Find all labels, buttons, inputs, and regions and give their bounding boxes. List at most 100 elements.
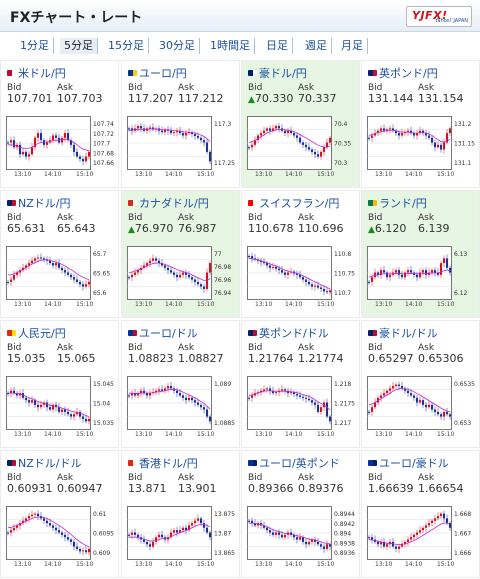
tab-6[interactable]: 日足 [262, 38, 293, 54]
tab-3[interactable]: 15分足 [104, 38, 149, 54]
x-time-label: 13:10 [375, 431, 392, 438]
chart-svg: 0.6535 0.653 13:10 14:10 15:10 [367, 376, 475, 438]
tab-4[interactable]: 30分足 [155, 38, 200, 54]
mini-chart[interactable]: 107.74 107.72 107.7 107.68 107.66 13:10 14:10 1… [6, 116, 118, 179]
pair-link[interactable]: 人民元/円 [7, 325, 66, 341]
mini-chart[interactable]: 13.875 13.87 13.865 13:10 14:10 15:10 [127, 506, 239, 569]
rate-card[interactable]: ユーロ/英ポンド Bid Ask 0.89366 0.89376 0.8944 0.8942… [241, 450, 360, 578]
tab-2[interactable]: 5分足 [60, 38, 98, 54]
mini-chart[interactable]: 77 76.98 76.96 76.94 13:10 14:10 15:10 [127, 246, 239, 309]
candle-body [394, 546, 398, 549]
mini-chart[interactable]: 1.089 1.0885 13:10 14:10 15:10 [127, 376, 239, 439]
pair-link[interactable]: ユーロ/英ポンド [248, 455, 340, 471]
candle-body [394, 384, 398, 387]
tab-1[interactable]: 1分足 [16, 38, 54, 54]
pair-link[interactable]: ユーロ/円 [128, 65, 187, 81]
mini-chart[interactable]: 6.13 6.12 13:10 14:10 15:10 [367, 246, 479, 309]
x-time-label: 13:10 [135, 301, 152, 308]
pair-link[interactable]: NZドル/ドル [7, 455, 81, 471]
pair-link[interactable]: NZドル/円 [7, 195, 70, 211]
pair-link[interactable]: ユーロ/豪ドル [368, 455, 449, 471]
candle-body [148, 393, 152, 396]
y-tick-label: 1.217 [334, 420, 351, 427]
mini-chart[interactable]: 110.8 110.75 110.7 13:10 14:10 15:10 [247, 246, 359, 309]
rate-card[interactable]: 米ドル/円 Bid Ask 107.701 107.703 107.74 107.72 107… [0, 60, 119, 188]
pair-link[interactable]: ランド/円 [368, 195, 427, 211]
candle-body [205, 409, 209, 417]
rate-card[interactable]: ランド/円 Bid Ask ▲6.120 6.139 6.13 6.12 13:10 14:10… [361, 190, 480, 318]
candle-body [397, 133, 401, 136]
mini-chart[interactable]: 0.61 0.6095 0.609 13:10 14:10 15:10 [6, 506, 118, 569]
y-tick-label: 1.0885 [214, 420, 235, 427]
candle-body [376, 130, 380, 134]
candle-body [379, 128, 383, 131]
candle-body [69, 140, 73, 145]
candle-body [439, 144, 443, 150]
yjfx-logo[interactable]: YJFX! Yahoo! JAPAN [406, 6, 472, 27]
rate-card[interactable]: 英ポンド/ドル Bid Ask 1.21764 1.21774 1.218 1.2175 1.… [241, 320, 360, 448]
candle-body [133, 532, 137, 535]
mini-chart[interactable]: 131.2 131.15 131.1 13:10 14:10 15:10 [367, 116, 479, 179]
mini-chart[interactable]: 0.6535 0.653 13:10 14:10 15:10 [367, 376, 479, 439]
candle-body [409, 537, 413, 540]
chart-svg: 15.045 15.04 15.035 13:10 14:10 15:10 [6, 376, 114, 438]
candle-body [313, 285, 317, 287]
pair-link[interactable]: 香港ドル/円 [128, 455, 198, 471]
y-tick-label: 107.66 [93, 160, 114, 167]
candle-body [136, 126, 140, 129]
rate-card[interactable]: スイスフラン/円 Bid Ask 110.678 110.696 110.8 110.75 1… [241, 190, 360, 318]
rate-card[interactable]: 英ポンド/円 Bid Ask 131.144 131.154 131.2 131.15 131… [361, 60, 480, 188]
candle-body [298, 537, 302, 540]
candle-body [24, 397, 28, 401]
rate-card[interactable]: カナダドル/円 Bid Ask ▲76.970 76.987 77 76.98 76.96 76… [121, 190, 240, 318]
mini-chart[interactable]: 15.045 15.04 15.035 13:10 14:10 15:10 [6, 376, 118, 439]
rate-card[interactable]: NZドル/円 Bid Ask 65.631 65.643 65.7 65.65 65.6 13:… [0, 190, 119, 318]
moving-average-line [8, 138, 90, 152]
x-time-label: 15:10 [76, 561, 93, 568]
pair-link[interactable]: 英ポンド/円 [368, 65, 438, 81]
tab-5[interactable]: 1時間足 [206, 38, 255, 54]
pair-link[interactable]: 英ポンド/ドル [248, 325, 329, 341]
y-tick-label: 1.2175 [334, 401, 355, 408]
rate-card[interactable]: 香港ドル/円 Bid Ask 13.871 13.901 13.875 13.87 13.86… [121, 450, 240, 578]
mini-chart[interactable]: 65.7 65.65 65.6 13:10 14:10 15:10 [6, 246, 118, 309]
candle-body [48, 260, 52, 264]
pair-link[interactable]: 豪ドル/ドル [368, 325, 438, 341]
candle-body [51, 404, 55, 410]
candle-body [136, 534, 140, 538]
pair-link[interactable]: スイスフラン/円 [248, 195, 339, 211]
y-tick-label: 110.75 [334, 271, 355, 278]
mini-chart[interactable]: 70.4 70.35 70.3 13:10 14:10 15:10 [247, 116, 359, 179]
bid-value: 1.21764 [248, 352, 294, 365]
candle-body [63, 133, 67, 138]
rate-card[interactable]: 人民元/円 Bid Ask 15.035 15.065 15.045 15.04 15.035… [0, 320, 119, 448]
up-arrow-icon: ▲ [128, 225, 135, 235]
candle-body [205, 527, 209, 533]
candle-body [430, 404, 434, 410]
bid-value: 1.66639 [368, 482, 414, 495]
rate-card[interactable]: ユーロ/円 Bid Ask 117.207 117.212 117.3 117.25 13:1… [121, 60, 240, 188]
candle-body [394, 130, 398, 134]
mini-chart[interactable]: 1.218 1.2175 1.217 13:10 14:10 15:10 [247, 376, 359, 439]
moving-average-line [249, 522, 331, 545]
page-header: FXチャート・レート YJFX! Yahoo! JAPAN [0, 0, 480, 32]
candle-body [268, 265, 272, 268]
mini-chart[interactable]: 0.8944 0.8942 0.894 0.8938 0.8936 13:10 14:10 1… [247, 506, 359, 569]
tab-8[interactable]: 月足 [337, 38, 368, 54]
rate-card[interactable]: ユーロ/ドル Bid Ask 1.08823 1.08827 1.089 1.0885 13:… [121, 320, 240, 448]
x-time-label: 15:10 [437, 561, 454, 568]
pair-link[interactable]: カナダドル/円 [128, 195, 209, 211]
x-time-label: 13:10 [14, 171, 31, 178]
mini-chart[interactable]: 117.3 117.25 13:10 14:10 15:10 [127, 116, 239, 179]
candle-body [373, 133, 377, 136]
rate-card[interactable]: ユーロ/豪ドル Bid Ask 1.66639 1.66654 1.668 1.667 1.6… [361, 450, 480, 578]
pair-link[interactable]: ユーロ/ドル [128, 325, 198, 341]
candle-body [283, 534, 287, 538]
rate-card[interactable]: 豪ドル/円 Bid Ask ▲70.330 70.337 70.4 70.35 70.3 13:… [241, 60, 360, 188]
pair-link[interactable]: 米ドル/円 [7, 65, 66, 81]
pair-link[interactable]: 豪ドル/円 [248, 65, 307, 81]
mini-chart[interactable]: 1.668 1.667 1.666 13:10 14:10 15:10 [367, 506, 479, 569]
rate-card[interactable]: NZドル/ドル Bid Ask 0.60931 0.60947 0.61 0.6095 0.6… [0, 450, 119, 578]
rate-card[interactable]: 豪ドル/ドル Bid Ask 0.65297 0.65306 0.6535 0.653 13:… [361, 320, 480, 448]
tab-7[interactable]: 週足 [301, 38, 332, 54]
